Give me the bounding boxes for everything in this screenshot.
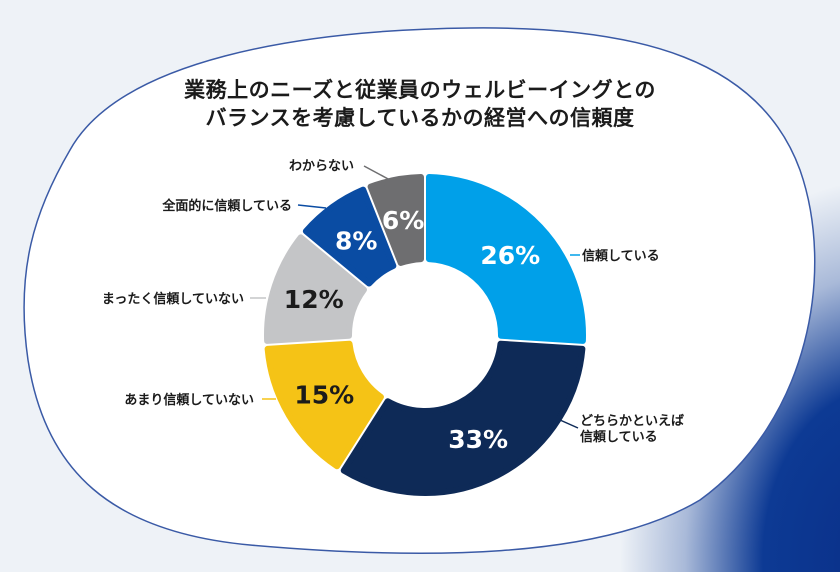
chart-title-line-2: バランスを考慮しているかの経営への信頼度 [205,106,635,130]
slice-category-label: 全面的に信頼している [161,198,292,214]
leader-line [363,165,391,181]
slice-category-label: わからない [289,159,354,174]
slice-percent-label: 15% [294,381,354,410]
slice-percent-label: 6% [382,206,424,235]
leader-line [559,419,579,429]
slice-percent-label: 12% [284,285,344,314]
slice-category-label: どちらかといえば [580,414,684,429]
donut-slice [302,186,397,287]
donut-slice [264,234,367,344]
donut-slice [340,340,586,496]
donut-slice [425,174,586,344]
slice-category-label: あまり信頼していない [124,392,254,408]
donut-slice [367,174,425,266]
slice-percent-label: 26% [480,241,540,270]
chart-title-line-1: 業務上のニーズと従業員のウェルビーイングとの [184,78,656,102]
slice-category-label: 信頼している [582,248,660,264]
slice-percent-label: 8% [335,226,377,255]
slice-category-label: 信頼している [580,429,658,445]
slice-category-label: まったく信頼していない [102,291,244,307]
donut-slice [264,340,384,470]
slice-percent-label: 33% [448,425,508,454]
leader-line [297,204,327,209]
